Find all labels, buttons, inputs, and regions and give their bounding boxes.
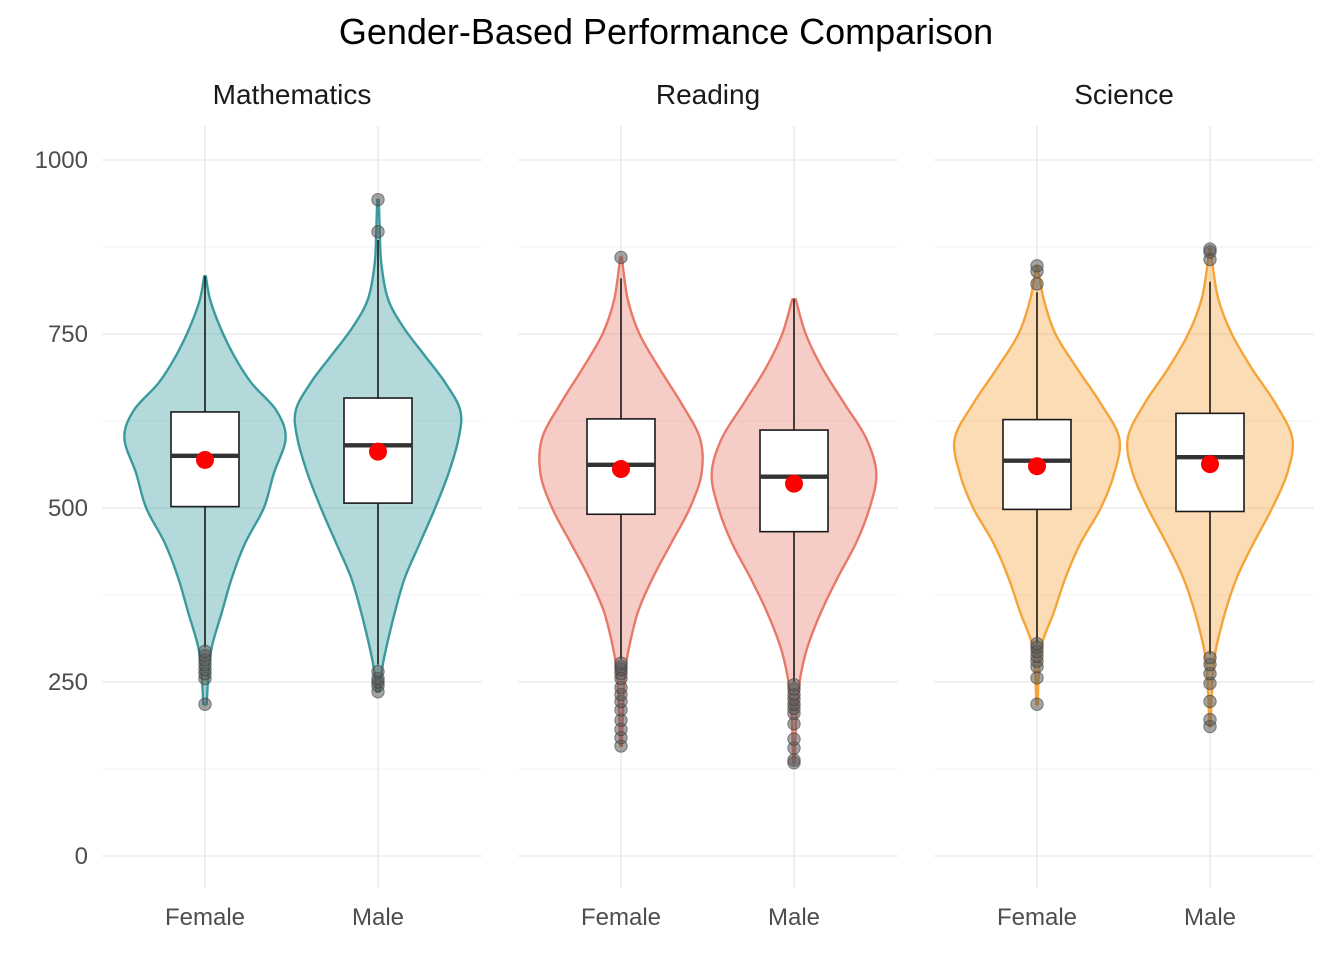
outlier-point [614,250,628,265]
outlier-point [198,644,212,659]
y-tick-label: 500 [48,495,88,522]
mean-point [369,442,387,461]
violin-group-female [538,250,704,753]
outlier-point [1203,712,1217,727]
outlier-point [787,678,801,692]
x-tick-label: Female [165,904,245,931]
violin-group-female [952,259,1122,711]
outlier-point [1203,694,1217,709]
facet-strip-label: Science [1074,79,1174,110]
outlier-point [371,224,385,239]
y-tick-label: 750 [48,321,88,348]
outlier-point [787,753,801,767]
facet-panel-mathematics: Mathematics Female Male [102,79,482,931]
facet-strip-label: Reading [656,79,760,110]
outlier-point [1030,671,1044,685]
outlier-point [1030,697,1044,711]
violin-group-male [293,192,463,699]
outlier-point [1203,650,1217,665]
mean-point [1201,455,1219,474]
outlier-point [1030,637,1044,651]
x-tick-label: Female [997,904,1077,931]
outlier-point [371,192,385,207]
y-axis: 0 250 500 750 1000 [35,147,88,870]
outlier-point [614,656,628,670]
y-tick-label: 1000 [35,147,88,174]
facet-strip-label: Mathematics [213,79,372,110]
chart-title: Gender-Based Performance Comparison [339,11,993,52]
mean-point [785,474,803,493]
outlier-point [1203,242,1217,256]
outlier-point [1030,259,1044,273]
violin-group-male [710,298,878,770]
y-tick-label: 0 [75,843,88,870]
mean-point [612,460,630,479]
x-tick-label: Female [581,904,661,931]
violin-group-male [1125,242,1295,734]
x-tick-label: Male [768,904,820,931]
outlier-point [371,664,385,679]
facet-panel-science: Science Female Male [934,79,1314,931]
violin-group-female [123,275,287,711]
outlier-point [198,697,212,711]
mean-point [196,450,214,469]
outlier-point [1030,277,1044,291]
mean-point [1028,457,1046,476]
facet-panel-reading: Reading Female Male [518,79,898,931]
y-tick-label: 250 [48,669,88,696]
x-tick-label: Male [1184,904,1236,931]
outlier-point [787,732,801,746]
x-tick-label: Male [352,904,404,931]
